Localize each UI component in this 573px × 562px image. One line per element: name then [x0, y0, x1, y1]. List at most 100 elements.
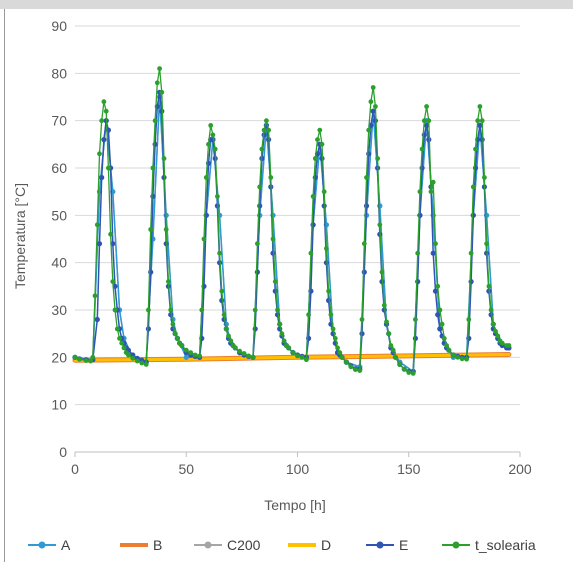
data-point-e: [257, 203, 263, 209]
data-point-e: [415, 279, 421, 285]
data-point-t-solearia: [175, 336, 180, 341]
data-point-t-solearia: [339, 354, 345, 360]
data-point-t-solearia: [108, 231, 113, 237]
data-point-t-solearia: [261, 127, 267, 133]
data-point-t-solearia: [439, 321, 445, 327]
data-point-e: [470, 212, 476, 218]
data-point-t-solearia: [217, 250, 223, 256]
data-point-e: [430, 250, 436, 256]
data-point-t-solearia: [393, 354, 398, 360]
data-point-e: [252, 326, 258, 332]
data-point-t-solearia: [290, 350, 296, 355]
data-point-e: [363, 203, 370, 209]
data-point-t-solearia: [237, 348, 243, 354]
data-point-t-solearia: [201, 236, 207, 242]
data-point-t-solearia: [241, 351, 247, 356]
data-point-e: [435, 312, 441, 318]
legend-marker-e: [376, 541, 384, 549]
data-point-t-solearia: [466, 317, 472, 322]
data-point-e: [417, 212, 423, 218]
data-point-t-solearia: [94, 222, 100, 228]
data-point-t-solearia: [252, 307, 258, 313]
data-point-a: [183, 354, 189, 360]
legend-marker-a: [38, 541, 46, 549]
y-tick-label-2: 20: [51, 349, 67, 365]
data-point-t-solearia: [125, 352, 131, 358]
data-point-t-solearia: [308, 250, 314, 256]
data-point-t-solearia: [328, 312, 334, 318]
data-point-t-solearia: [270, 236, 276, 242]
x-tick-label-1: 50: [178, 461, 194, 477]
top-bar: [0, 0, 573, 9]
data-point-t-solearia: [264, 118, 269, 124]
data-point-t-solearia: [359, 317, 365, 322]
data-point-t-solearia: [219, 288, 225, 294]
data-point-t-solearia: [482, 175, 487, 180]
data-point-t-solearia: [506, 343, 512, 348]
data-point-t-solearia: [212, 146, 218, 152]
data-point-t-solearia: [268, 175, 274, 180]
data-point-t-solearia: [255, 241, 260, 247]
data-point-t-solearia: [406, 370, 412, 375]
data-point-t-solearia: [317, 127, 323, 133]
data-point-t-solearia: [226, 333, 231, 339]
data-point-t-solearia: [321, 189, 327, 195]
x-tick-label-0: 0: [71, 461, 79, 477]
data-point-e: [326, 297, 332, 304]
data-point-t-solearia: [210, 132, 216, 138]
data-point-t-solearia: [357, 368, 363, 373]
data-point-t-solearia: [479, 118, 485, 124]
data-point-t-solearia: [379, 269, 385, 275]
data-point-t-solearia: [470, 184, 476, 190]
data-point-t-solearia: [401, 366, 407, 372]
y-tick-label-0: 0: [59, 444, 67, 460]
data-point-e: [145, 326, 151, 332]
series-c200: [72, 94, 512, 375]
data-point-t-solearia: [344, 359, 349, 365]
legend-label-a: A: [61, 537, 71, 553]
data-point-t-solearia: [415, 250, 421, 256]
data-point-t-solearia: [330, 326, 336, 332]
data-point-t-solearia: [324, 246, 329, 251]
data-point-t-solearia: [490, 321, 496, 327]
data-point-t-solearia: [119, 340, 125, 346]
data-point-e: [361, 269, 367, 275]
data-point-t-solearia: [475, 118, 481, 124]
data-point-t-solearia: [361, 241, 367, 247]
data-point-t-solearia: [486, 283, 492, 289]
data-point-t-solearia: [199, 307, 205, 313]
data-point-t-solearia: [161, 156, 167, 161]
data-point-t-solearia: [203, 175, 209, 180]
data-point-t-solearia: [335, 345, 340, 351]
data-point-e: [479, 137, 485, 143]
x-axis-title: Tempo [h]: [264, 497, 325, 513]
data-point-t-solearia: [112, 307, 118, 313]
data-point-t-solearia: [83, 358, 89, 363]
legend-label-b: B: [153, 537, 162, 553]
data-point-t-solearia: [208, 123, 214, 128]
gridlines: 0 10 20 30 40 50 60 70 80 90: [51, 18, 520, 460]
legend-item-d: D: [288, 537, 331, 553]
y-tick-label-3: 30: [51, 302, 67, 318]
data-point-e: [437, 326, 443, 332]
data-point-t-solearia: [215, 194, 220, 199]
data-point-t-solearia: [464, 356, 469, 362]
data-point-t-solearia: [441, 336, 447, 341]
data-point-t-solearia: [337, 350, 343, 355]
data-point-t-solearia: [397, 362, 403, 367]
data-point-t-solearia: [266, 127, 271, 133]
data-point-t-solearia: [148, 227, 154, 232]
data-point-t-solearia: [377, 222, 383, 228]
legend-item-c200: C200: [194, 537, 261, 553]
data-point-t-solearia: [468, 250, 474, 256]
legend-label-d: D: [321, 537, 331, 553]
data-point-t-solearia: [417, 189, 423, 195]
data-point-t-solearia: [97, 151, 102, 157]
data-point-t-solearia: [455, 354, 461, 360]
data-point-t-solearia: [232, 345, 238, 351]
data-point-t-solearia: [375, 156, 380, 161]
data-point-t-solearia: [499, 340, 505, 346]
data-point-e: [424, 122, 430, 128]
data-point-t-solearia: [295, 353, 300, 359]
data-point-t-solearia: [348, 364, 354, 370]
